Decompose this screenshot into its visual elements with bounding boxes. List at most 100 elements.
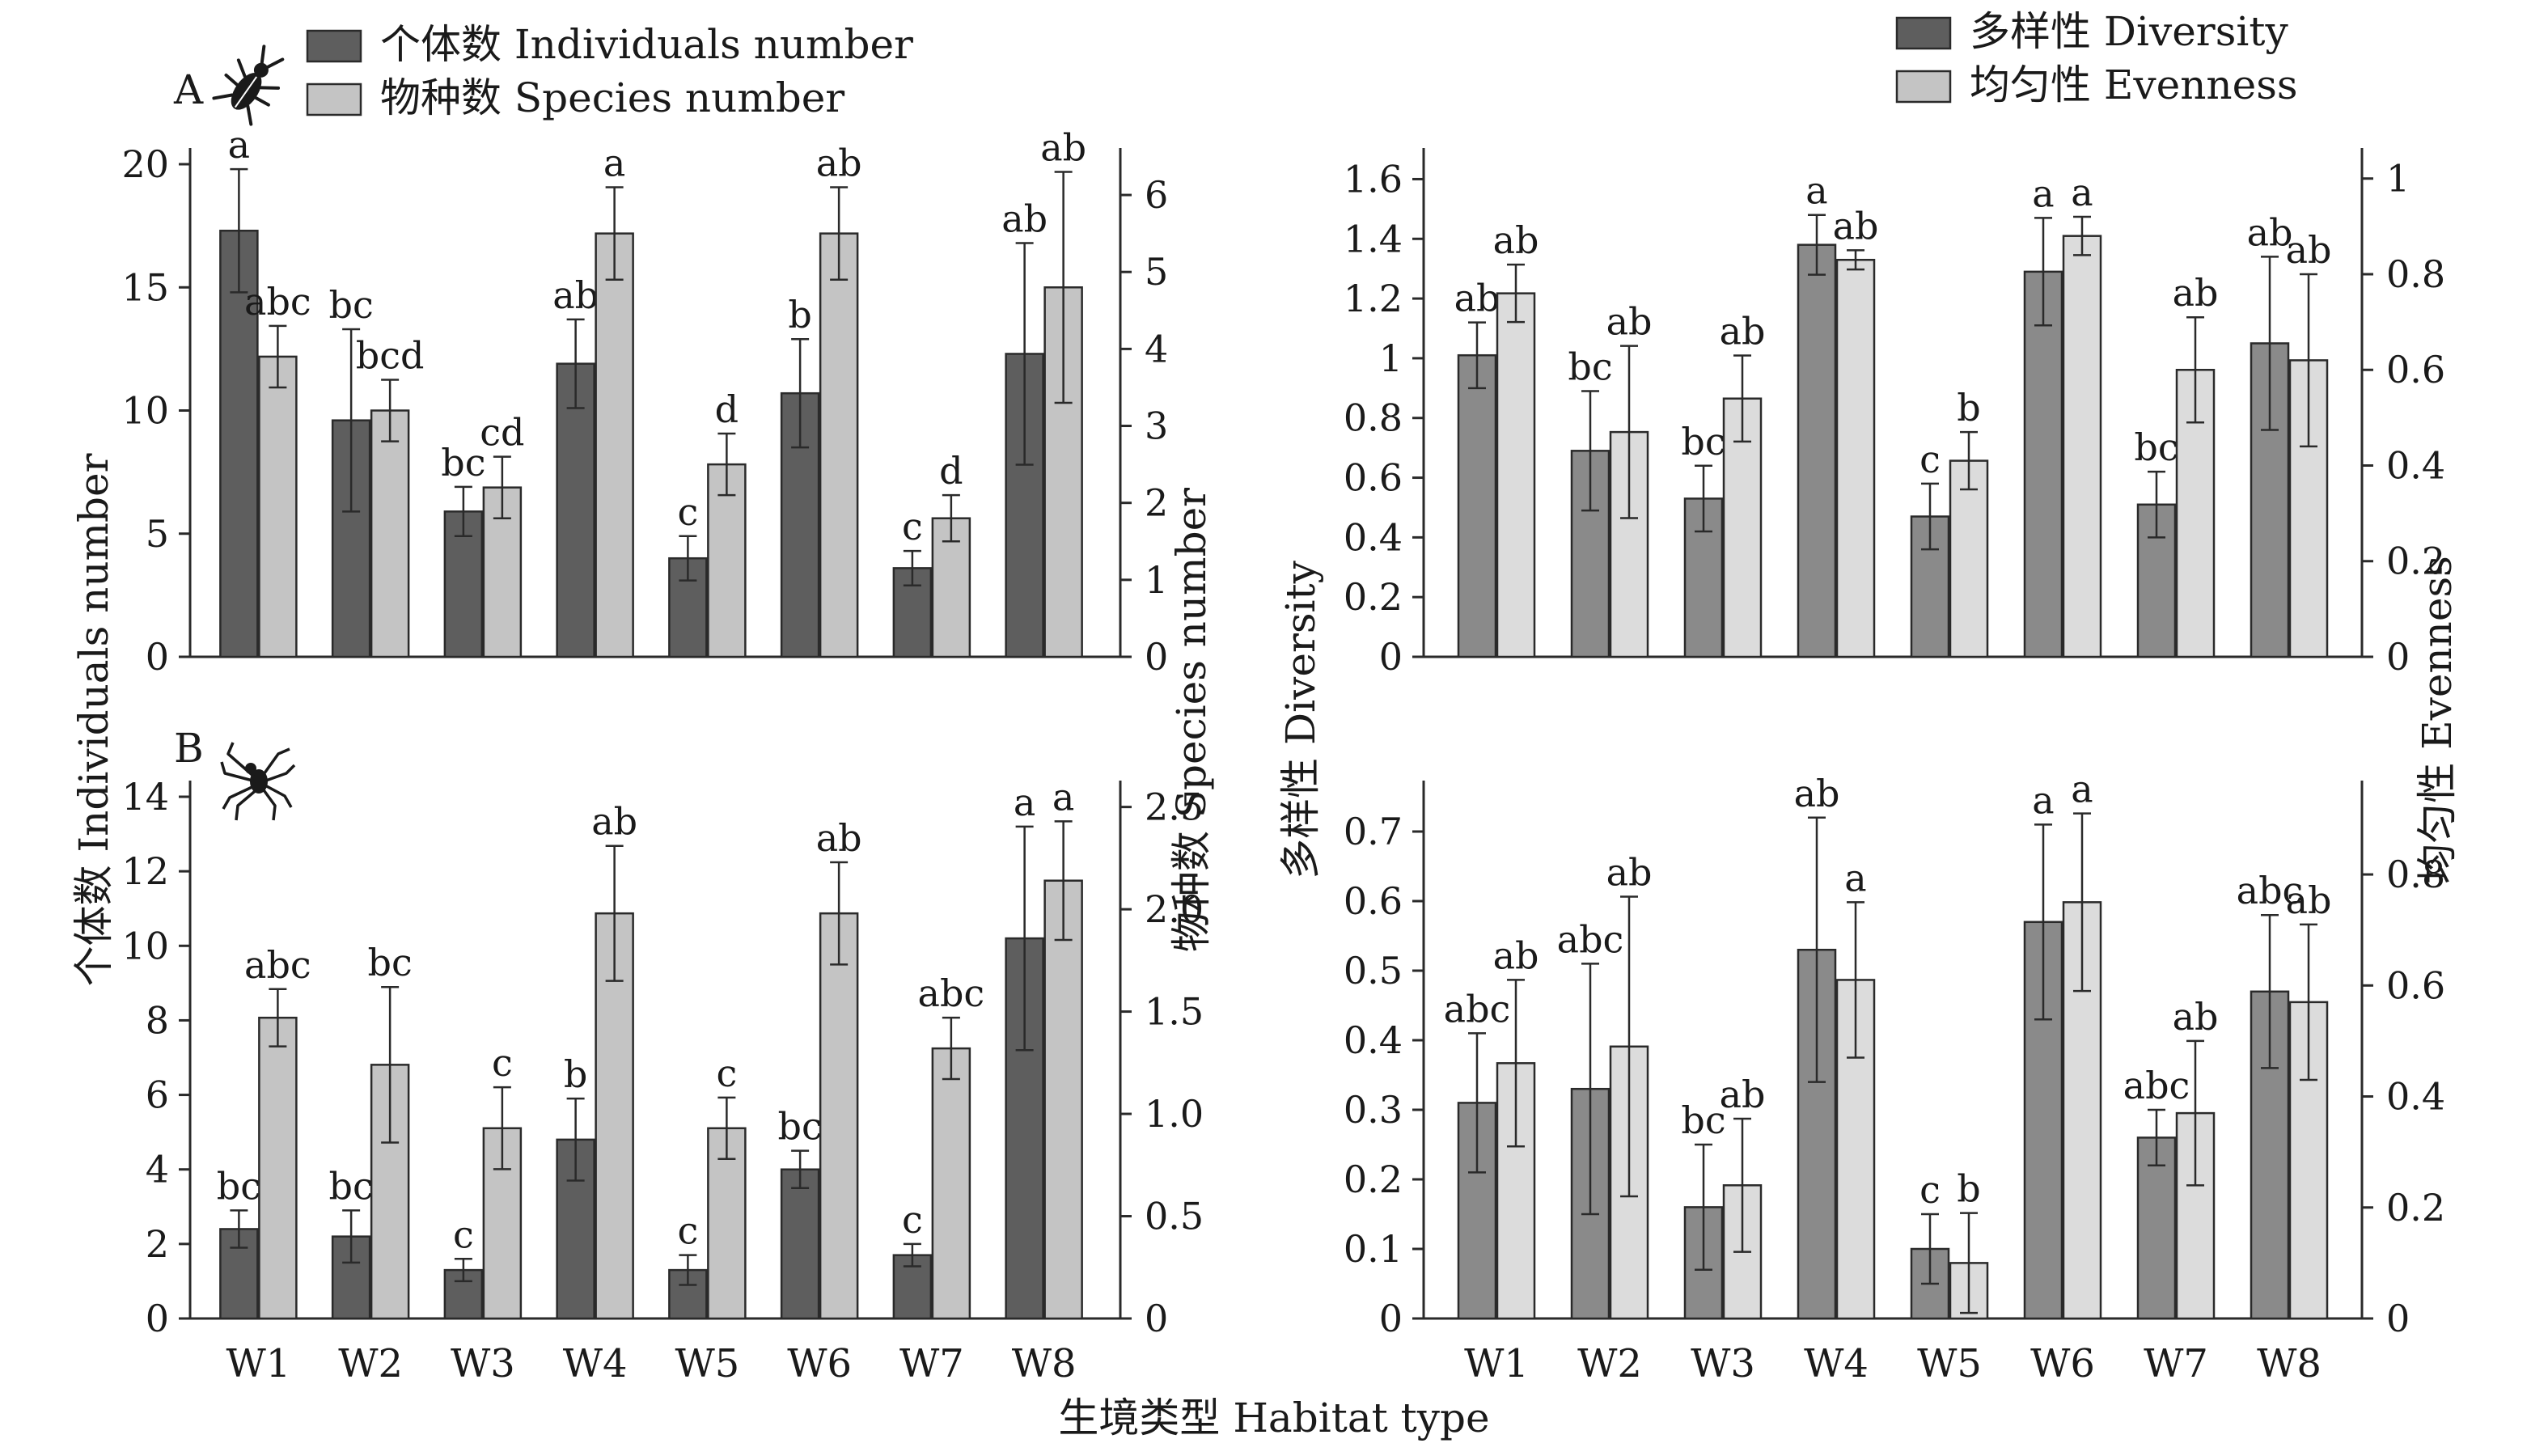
bar-secondary <box>1496 292 1536 658</box>
category-label: W5 <box>1917 1341 1982 1386</box>
beetle-icon <box>212 44 285 126</box>
significance-label: c <box>716 1052 737 1095</box>
left-tick-label: 0.4 <box>1344 1018 1403 1062</box>
significance-label: bc <box>1681 420 1725 463</box>
bar-primary <box>219 229 259 658</box>
significance-label: ab <box>1493 933 1539 977</box>
left-tick-label: 8 <box>146 998 169 1042</box>
significance-label: a <box>1052 775 1074 819</box>
left-tick-label: 0.6 <box>1344 879 1403 923</box>
bar-secondary <box>258 1016 298 1320</box>
significance-label: ab <box>2247 210 2293 254</box>
left-y-axis-title: 个体数 Individuals number <box>70 453 117 986</box>
left-tick-label: 0.5 <box>1344 949 1403 993</box>
significance-label: abc <box>244 943 311 987</box>
legend-diversity-evenness-swatch <box>1895 16 1952 50</box>
significance-label: ab <box>1040 126 1086 170</box>
significance-label: ab <box>816 142 862 185</box>
right-tick-label: 0.4 <box>2386 1075 2445 1119</box>
category-label: W7 <box>899 1341 964 1386</box>
legends: 个体数 Individuals number 物种数 Species number… <box>306 8 2298 121</box>
decor: 个体数 Individuals number 物种数 Species number… <box>70 44 2461 986</box>
bar-primary <box>2023 270 2063 658</box>
significance-label: a <box>2071 768 2093 811</box>
bar-primary <box>2136 1136 2177 1320</box>
significance-label: ab <box>2173 995 2219 1039</box>
left-tick-label: 12 <box>121 849 169 893</box>
significance-label: bc <box>1568 345 1612 389</box>
bar-primary <box>556 362 595 658</box>
bar-secondary <box>1949 459 1989 658</box>
significance-label: a <box>228 123 250 167</box>
significance-label: b <box>1957 386 1980 430</box>
right-tick-label: 1 <box>1145 558 1168 602</box>
significance-label: c <box>677 490 698 534</box>
significance-label: bc <box>329 1164 374 1208</box>
significance-label: a <box>603 142 625 185</box>
right-tick-label: 2.0 <box>1145 887 1204 931</box>
significance-label: abc <box>1557 917 1624 961</box>
left-tick-label: 10 <box>121 924 169 967</box>
significance-label: ab <box>1454 277 1500 320</box>
category-label: W4 <box>1804 1341 1869 1386</box>
significance-label: bcd <box>356 333 425 377</box>
category-label: W8 <box>1012 1341 1077 1386</box>
chart-panel-a-right: 00.20.40.60.811.21.41.600.20.40.60.81aba… <box>1344 148 2445 679</box>
category-label: W6 <box>787 1341 852 1386</box>
right-tick-label: 0.6 <box>2386 348 2445 392</box>
significance-label: ab <box>1833 204 1879 248</box>
right-tick-label: 5 <box>1145 250 1168 294</box>
significance-label: abc <box>1444 987 1511 1031</box>
category-label: W5 <box>675 1341 739 1386</box>
category-label: W4 <box>563 1341 628 1386</box>
significance-label: a <box>2032 778 2054 822</box>
bar-primary <box>1457 353 1497 658</box>
significance-label: ab <box>2286 878 2332 922</box>
significance-label: ab <box>2173 271 2219 315</box>
significance-label: a <box>2071 171 2093 214</box>
left-tick-label: 15 <box>121 265 169 309</box>
legend-individuals-species-label: 个体数 Individuals number <box>380 21 913 68</box>
species-y-axis-title: 物种数 Species number <box>1168 488 1215 952</box>
category-label: W1 <box>226 1341 290 1386</box>
right-tick-label: 0.8 <box>2386 853 2445 896</box>
significance-label: a <box>1844 856 1866 899</box>
bar-secondary <box>707 1127 747 1320</box>
significance-label: c <box>453 1213 474 1256</box>
left-tick-label: 0 <box>1379 635 1403 679</box>
significance-label: abc <box>2123 1064 2190 1107</box>
left-tick-label: 0.6 <box>1344 456 1403 500</box>
right-tick-label: 1 <box>2386 157 2410 201</box>
significance-label: c <box>1919 1168 1941 1212</box>
left-tick-label: 0.8 <box>1344 396 1403 440</box>
right-tick-label: 0 <box>1145 1297 1168 1340</box>
significance-label: a <box>1014 781 1035 824</box>
right-tick-label: 6 <box>1145 173 1168 217</box>
category-label: W3 <box>451 1341 515 1386</box>
left-tick-label: 0 <box>1379 1297 1403 1340</box>
shared-x-axis-title: 生境类型 Habitat type <box>1058 1395 1489 1441</box>
legend-individuals-species-swatch <box>306 83 362 116</box>
significance-label: ab <box>2286 228 2332 272</box>
left-tick-label: 4 <box>146 1148 169 1191</box>
category-label: W3 <box>1691 1341 1755 1386</box>
significance-label: bc <box>441 441 485 485</box>
significance-label: ab <box>1720 1073 1766 1116</box>
left-tick-label: 0.2 <box>1344 575 1403 619</box>
bar-secondary <box>931 1047 971 1320</box>
left-tick-label: 0.2 <box>1344 1158 1403 1201</box>
significance-label: ab <box>1606 300 1653 344</box>
significance-label: b <box>564 1052 587 1096</box>
diversity-y-axis-title: 多样性 Diversity <box>1277 560 1324 878</box>
bar-secondary <box>1043 879 1083 1320</box>
category-label: W7 <box>2144 1341 2208 1386</box>
category-label: W1 <box>1464 1341 1529 1386</box>
right-tick-label: 0.6 <box>2386 963 2445 1007</box>
right-tick-label: 1.5 <box>1145 990 1204 1034</box>
legend-diversity-evenness-label: 均匀性 Evenness <box>1970 61 2298 108</box>
right-tick-label: 0 <box>2386 635 2410 679</box>
right-tick-label: 1.0 <box>1145 1092 1204 1136</box>
